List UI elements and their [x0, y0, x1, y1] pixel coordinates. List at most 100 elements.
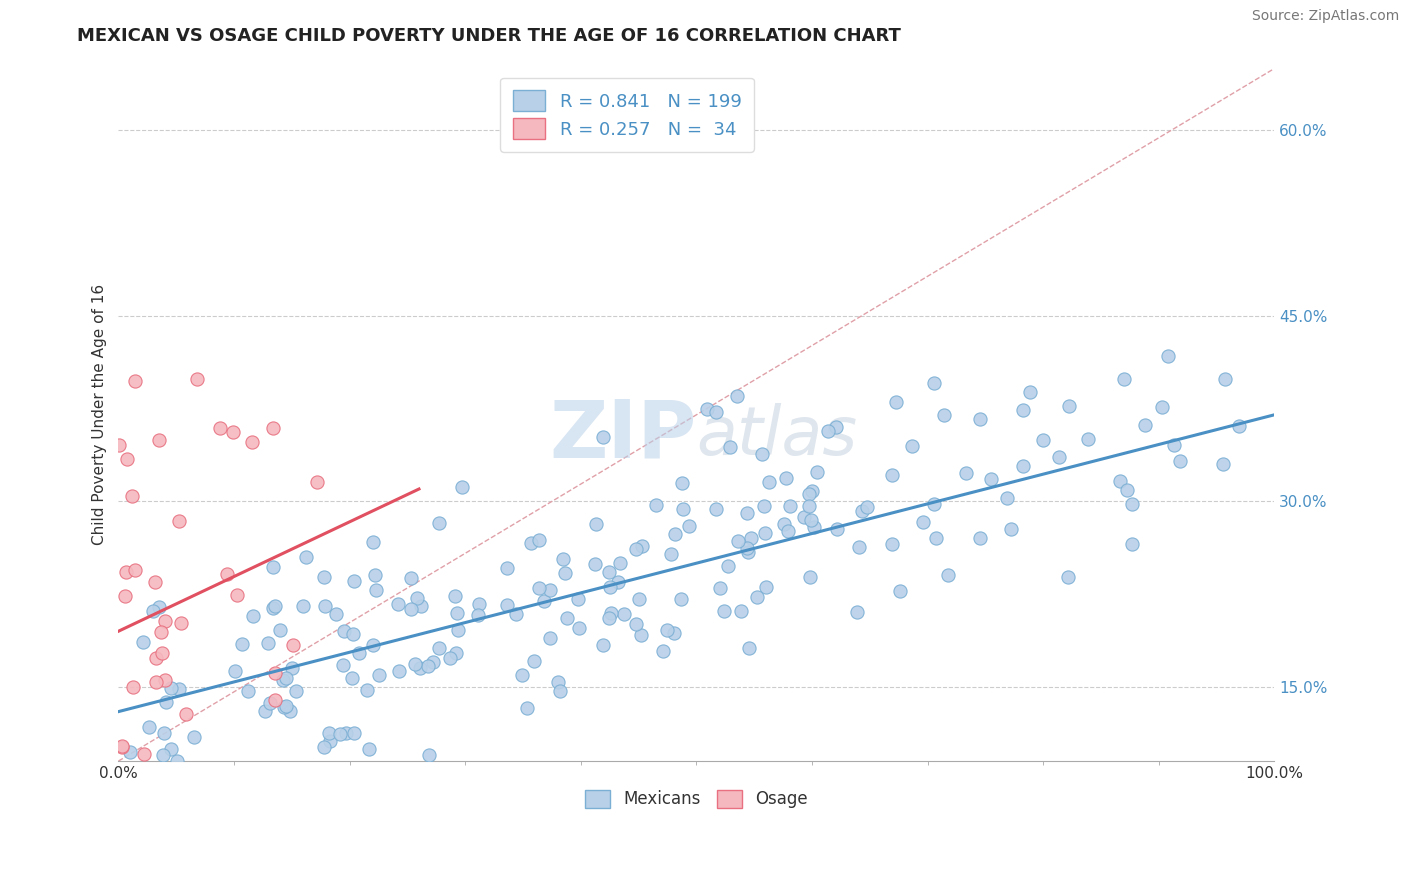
- Point: [183, 730, 205, 744]
- Point: [259, 697, 281, 711]
- Point: [1116, 483, 1139, 498]
- Point: [550, 684, 572, 698]
- Point: [779, 499, 801, 513]
- Point: [107, 438, 129, 452]
- Point: [510, 667, 533, 681]
- Point: [592, 430, 614, 444]
- Point: [332, 658, 354, 673]
- Point: [755, 580, 778, 594]
- Point: [598, 611, 620, 625]
- Point: [363, 568, 385, 582]
- Point: [467, 607, 489, 622]
- Point: [343, 726, 366, 740]
- Point: [538, 631, 561, 645]
- Point: [969, 531, 991, 545]
- Point: [1215, 372, 1237, 386]
- Point: [776, 524, 799, 538]
- Point: [523, 654, 546, 668]
- Point: [671, 476, 693, 491]
- Point: [803, 520, 825, 534]
- Point: [285, 684, 308, 698]
- Point: [1012, 458, 1035, 473]
- Point: [568, 621, 591, 635]
- Point: [319, 734, 342, 748]
- Point: [758, 475, 780, 489]
- Point: [262, 559, 284, 574]
- Point: [167, 514, 190, 528]
- Point: [557, 611, 579, 625]
- Point: [1163, 438, 1185, 452]
- Point: [224, 664, 246, 678]
- Point: [655, 623, 678, 637]
- Point: [342, 627, 364, 641]
- Point: [170, 615, 193, 630]
- Point: [444, 646, 467, 660]
- Point: [713, 604, 735, 618]
- Point: [775, 471, 797, 485]
- Point: [254, 704, 277, 718]
- Point: [801, 484, 824, 499]
- Point: [291, 599, 314, 613]
- Point: [160, 742, 183, 756]
- Point: [152, 646, 174, 660]
- Point: [1156, 349, 1178, 363]
- Point: [124, 563, 146, 577]
- Point: [357, 741, 380, 756]
- Text: atlas: atlas: [696, 402, 858, 468]
- Point: [924, 376, 946, 390]
- Point: [824, 419, 846, 434]
- Legend: Mexicans, Osage: Mexicans, Osage: [578, 783, 814, 815]
- Point: [236, 684, 259, 698]
- Point: [143, 575, 166, 590]
- Point: [148, 433, 170, 447]
- Point: [366, 582, 388, 597]
- Point: [505, 607, 527, 621]
- Point: [332, 624, 354, 638]
- Point: [149, 625, 172, 640]
- Point: [115, 451, 138, 466]
- Point: [624, 617, 647, 632]
- Y-axis label: Child Poverty Under the Age of 16: Child Poverty Under the Age of 16: [93, 285, 107, 545]
- Point: [262, 421, 284, 435]
- Point: [278, 704, 301, 718]
- Point: [799, 513, 821, 527]
- Point: [609, 556, 631, 570]
- Point: [717, 558, 740, 573]
- Point: [305, 475, 328, 489]
- Point: [335, 726, 357, 740]
- Point: [325, 607, 347, 622]
- Point: [444, 589, 467, 603]
- Point: [427, 516, 450, 530]
- Point: [855, 500, 877, 515]
- Point: [318, 726, 340, 740]
- Point: [613, 607, 636, 621]
- Point: [737, 541, 759, 556]
- Point: [222, 425, 245, 440]
- Point: [664, 526, 686, 541]
- Point: [925, 531, 948, 545]
- Point: [737, 506, 759, 520]
- Point: [134, 747, 156, 761]
- Point: [169, 681, 191, 696]
- Point: [281, 661, 304, 675]
- Point: [314, 599, 336, 613]
- Point: [155, 695, 177, 709]
- Point: [427, 640, 450, 655]
- Point: [751, 447, 773, 461]
- Point: [645, 498, 668, 512]
- Point: [730, 604, 752, 618]
- Point: [132, 635, 155, 649]
- Point: [600, 606, 623, 620]
- Point: [880, 468, 903, 483]
- Point: [242, 608, 264, 623]
- Point: [160, 681, 183, 696]
- Point: [793, 510, 815, 524]
- Point: [659, 547, 682, 561]
- Point: [969, 412, 991, 426]
- Point: [932, 409, 955, 423]
- Point: [367, 668, 389, 682]
- Point: [1227, 419, 1250, 434]
- Point: [217, 567, 239, 582]
- Point: [752, 499, 775, 513]
- Point: [672, 502, 695, 516]
